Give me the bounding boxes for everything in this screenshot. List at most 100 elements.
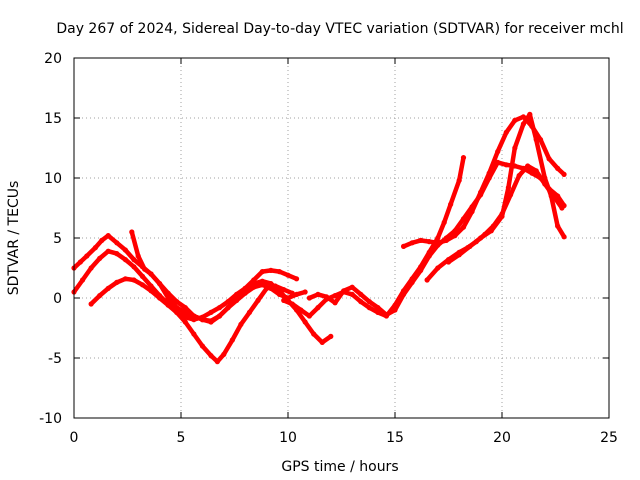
data-point	[191, 331, 197, 337]
data-point	[268, 285, 274, 291]
data-point	[548, 193, 554, 199]
data-point	[157, 281, 163, 287]
data-point	[383, 312, 390, 318]
data-point	[520, 121, 527, 127]
data-point	[88, 265, 94, 271]
data-point	[289, 301, 295, 307]
data-point	[79, 277, 86, 283]
data-point	[306, 313, 312, 319]
data-point	[182, 305, 188, 311]
data-point	[131, 257, 137, 263]
data-point	[285, 272, 291, 278]
data-point	[255, 297, 261, 303]
data-point	[349, 284, 355, 290]
data-point	[456, 252, 462, 258]
data-point	[495, 149, 501, 155]
y-axis-label: SDTVAR / TECUs	[6, 181, 22, 296]
data-point	[495, 159, 501, 165]
data-point	[165, 295, 171, 301]
data-point	[268, 281, 274, 287]
data-point	[199, 317, 205, 323]
data-point	[97, 293, 103, 299]
data-point	[349, 291, 355, 297]
data-point	[77, 259, 84, 265]
data-point	[435, 235, 441, 241]
data-point	[242, 290, 248, 296]
data-point	[229, 337, 235, 343]
data-point	[276, 269, 283, 275]
data-point	[281, 297, 287, 303]
data-point	[443, 237, 449, 243]
data-point	[199, 343, 205, 349]
data-point	[259, 278, 265, 284]
x-tick-label: 15	[386, 430, 404, 446]
data-point	[129, 229, 135, 235]
data-point	[456, 177, 462, 183]
data-point	[435, 240, 441, 246]
data-point	[234, 297, 240, 303]
data-point	[441, 219, 447, 225]
data-point	[92, 245, 98, 251]
data-point	[88, 301, 94, 307]
data-point	[142, 266, 148, 272]
data-point	[216, 313, 223, 319]
y-tick-label: 5	[53, 231, 62, 247]
series-line-7	[401, 114, 567, 249]
x-tick-label: 5	[177, 430, 186, 446]
data-point	[478, 189, 484, 195]
data-point	[366, 299, 372, 305]
data-point	[409, 279, 415, 285]
data-point	[341, 288, 347, 294]
data-point	[276, 291, 283, 297]
data-point	[418, 237, 424, 243]
data-point	[208, 353, 214, 359]
y-tick-label: -5	[48, 351, 62, 367]
data-point	[315, 291, 321, 297]
data-point	[139, 273, 146, 279]
data-point	[238, 321, 244, 327]
data-point	[503, 162, 509, 168]
data-point	[135, 253, 141, 259]
y-tick-label: 10	[44, 171, 62, 187]
data-point	[148, 288, 154, 294]
data-point	[426, 239, 432, 245]
data-point	[418, 267, 424, 273]
data-point	[555, 165, 561, 171]
data-point	[358, 291, 364, 297]
data-point	[84, 253, 90, 259]
data-point	[445, 259, 452, 265]
data-point	[302, 319, 308, 325]
data-point	[298, 307, 304, 313]
data-point	[503, 129, 509, 135]
data-point	[114, 240, 120, 246]
data-point	[216, 305, 223, 311]
data-point	[122, 257, 128, 263]
data-point	[409, 240, 415, 246]
data-point	[529, 170, 535, 176]
x-tick-label: 20	[493, 430, 511, 446]
data-point	[208, 319, 214, 325]
data-point	[165, 302, 171, 308]
data-point	[221, 351, 227, 357]
data-point	[375, 305, 381, 311]
data-point	[533, 137, 539, 143]
data-point	[392, 307, 398, 313]
x-tick-label: 25	[600, 430, 618, 446]
data-point	[323, 294, 330, 300]
data-point	[259, 282, 265, 288]
data-point	[122, 276, 128, 282]
data-point	[268, 267, 274, 273]
data-point	[525, 163, 531, 169]
data-point	[527, 111, 533, 117]
data-point	[499, 213, 505, 219]
data-point	[174, 305, 180, 311]
data-point	[486, 170, 492, 176]
data-point	[105, 285, 111, 291]
data-point	[366, 305, 372, 311]
data-point	[332, 300, 338, 306]
data-point	[400, 291, 407, 297]
data-point	[225, 299, 231, 305]
series-layer	[71, 111, 567, 365]
x-tick-label: 0	[70, 430, 79, 446]
